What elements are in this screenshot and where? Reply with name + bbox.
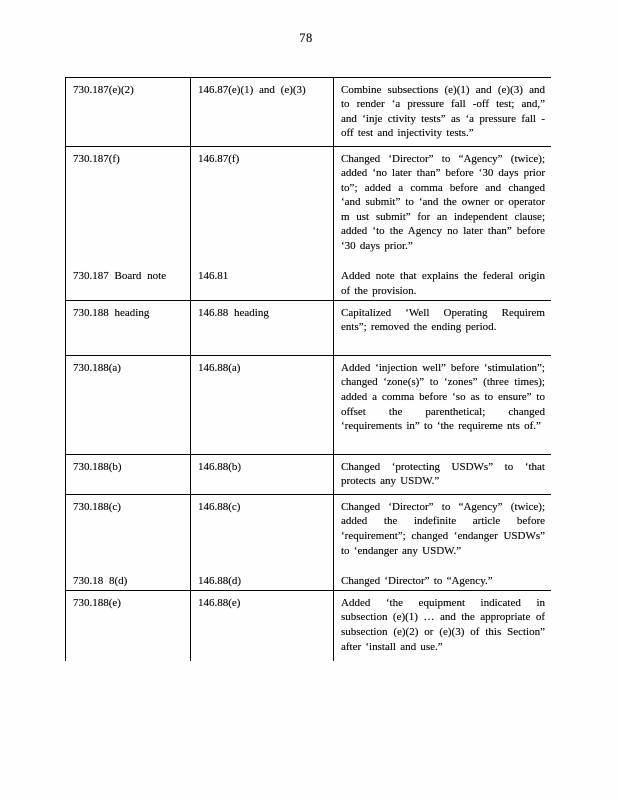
table-row: 730.188(e) 146.88(e) Added ‘the equipmen… <box>66 591 551 661</box>
cell-board-section: 730.188(e) <box>73 596 121 609</box>
table-entry: 730.188(c) 146.88(c) Changed ‘Director” … <box>66 495 551 560</box>
cell-change-description: Capitalized ‘Well Operating Requirem ent… <box>341 306 545 334</box>
cell-change-description: Changed ‘Director” to “Agency” (twice); … <box>341 500 545 557</box>
cell-change-description: Added note that explains the federal ori… <box>341 270 545 297</box>
table-row: 730.188(a) 146.88(a) Added ‘injection we… <box>66 356 551 456</box>
table-row: 730.188(b) 146.88(b) Changed ‘protecting… <box>66 455 551 496</box>
cell-federal-section: 146.88(d) <box>198 574 242 587</box>
cell-change-description: Changed ‘protecting USDWs” to ‘that prot… <box>341 460 545 488</box>
cell-federal-section: 146.88(b) <box>198 460 242 473</box>
cell-federal-section: 146.88 heading <box>198 306 269 319</box>
cell-federal-section: 146.87(e)(1) and (e)(3) <box>198 83 306 96</box>
table-entry: 730.188(a) 146.88(a) Added ‘injection we… <box>66 356 551 435</box>
cell-change-description: Combine subsections (e)(1) and (e)(3) an… <box>341 83 545 140</box>
table-entry: 730.187(e)(2) 146.87(e)(1) and (e)(3) Co… <box>66 78 551 143</box>
cell-change-description: Changed ‘Director” to “Agency” (twice); … <box>341 152 545 253</box>
cell-change-description: Added ‘injection well” before ‘stimulati… <box>341 361 545 433</box>
column-divider <box>333 78 335 662</box>
cell-change-description: Changed ‘Director” to “Agency.” <box>341 574 493 587</box>
cell-federal-section: 146.88(e) <box>198 596 241 609</box>
table-entry: 730.18 8(d) 146.88(d) Changed ‘Director”… <box>66 569 551 590</box>
cell-federal-section: 146.87(f) <box>198 152 240 165</box>
cell-change-description: Added ‘the equipment indicated in subsec… <box>341 596 545 653</box>
table-entry: 730.188(b) 146.88(b) Changed ‘protecting… <box>66 455 551 491</box>
table-row: 730.188 heading 146.88 heading Capitaliz… <box>66 301 551 357</box>
cell-board-section: 730.188(a) <box>73 361 121 374</box>
rule-comparison-table: 730.187(e)(2) 146.87(e)(1) and (e)(3) Co… <box>65 77 551 662</box>
cell-board-section: 730.187 Board note <box>73 270 167 283</box>
table-entry: 730.188(e) 146.88(e) Added ‘the equipmen… <box>66 591 551 656</box>
cell-board-section: 730.18 8(d) <box>73 574 128 587</box>
cell-board-section: 730.188(b) <box>73 460 122 473</box>
cell-federal-section: 146.81 <box>198 270 229 283</box>
table-entry: 730.187 Board note 146.81 Added note tha… <box>66 265 551 301</box>
table-row: 730.187(f) 146.87(f) Changed ‘Director” … <box>66 147 551 302</box>
column-divider <box>190 78 192 662</box>
table-row: 730.187(e)(2) 146.87(e)(1) and (e)(3) Co… <box>66 78 551 147</box>
table-entry: 730.188 heading 146.88 heading Capitaliz… <box>66 301 551 337</box>
cell-board-section: 730.188 heading <box>73 306 150 319</box>
cell-federal-section: 146.88(a) <box>198 361 241 374</box>
page-number: 78 <box>299 31 313 45</box>
cell-board-section: 730.187(f) <box>73 152 120 165</box>
cell-board-section: 730.188(c) <box>73 500 121 513</box>
table-row: 730.188(c) 146.88(c) Changed ‘Director” … <box>66 495 551 592</box>
table-entry: 730.187(f) 146.87(f) Changed ‘Director” … <box>66 147 551 256</box>
cell-federal-section: 146.88(c) <box>198 500 241 513</box>
cell-board-section: 730.187(e)(2) <box>73 83 134 96</box>
